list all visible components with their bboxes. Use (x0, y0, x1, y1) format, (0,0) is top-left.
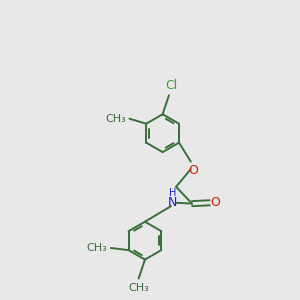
Text: H: H (169, 188, 176, 198)
Text: CH₃: CH₃ (128, 283, 149, 293)
Text: CH₃: CH₃ (87, 243, 107, 253)
Text: CH₃: CH₃ (105, 114, 126, 124)
Text: O: O (188, 164, 198, 177)
Text: O: O (210, 196, 220, 209)
Text: Cl: Cl (165, 79, 177, 92)
Text: N: N (168, 196, 177, 209)
